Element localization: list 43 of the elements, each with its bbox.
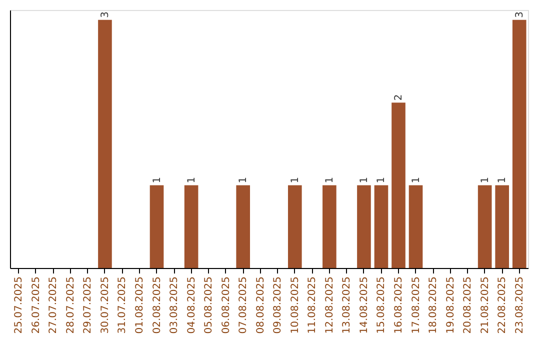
x-tick-label: 12.08.2025 [324, 276, 336, 334]
x-tick-label: 31.07.2025 [117, 276, 128, 334]
x-tick-label: 27.07.2025 [48, 276, 60, 334]
data-label: 1 [152, 176, 163, 184]
x-tick-label: 01.08.2025 [134, 276, 146, 334]
data-label: 1 [238, 176, 250, 184]
x-tick-label: 07.08.2025 [238, 276, 250, 334]
data-label: 1 [358, 176, 370, 184]
x-tick-label: 17.08.2025 [410, 276, 422, 334]
x-tick-label: 26.07.2025 [30, 276, 42, 334]
x-tick-label: 29.07.2025 [82, 276, 94, 334]
x-tick-label: 23.08.2025 [514, 276, 526, 334]
x-tick-label: 19.08.2025 [445, 276, 456, 334]
x-tick-label: 03.08.2025 [169, 276, 180, 334]
x-tick-label: 11.08.2025 [307, 276, 318, 334]
x-tick-label: 06.08.2025 [220, 276, 232, 334]
data-label: 1 [186, 176, 198, 184]
x-tick-label: 14.08.2025 [358, 276, 370, 334]
data-label: 3 [100, 12, 111, 18]
x-tick-label: 15.08.2025 [376, 276, 388, 334]
data-label: 1 [290, 176, 301, 184]
x-tick-label: 05.08.2025 [204, 276, 215, 334]
x-tick-label: 25.07.2025 [14, 276, 25, 334]
data-label: 1 [376, 176, 388, 184]
data-label: 1 [480, 176, 491, 184]
x-tick-label: 16.08.2025 [394, 276, 404, 334]
x-tick-label: 02.08.2025 [152, 276, 163, 334]
x-tick-label: 08.08.2025 [255, 276, 266, 334]
data-label: 1 [497, 176, 508, 184]
x-tick-label: 13.08.2025 [342, 276, 353, 334]
x-tick-label: 21.08.2025 [480, 276, 491, 334]
x-tick-label: 28.07.2025 [65, 276, 76, 334]
x-tick-label: 18.08.2025 [428, 276, 440, 334]
x-tick-label: 30.07.2025 [100, 276, 111, 334]
x-tick-label: 10.08.2025 [290, 276, 301, 334]
x-tick-label: 22.08.2025 [497, 276, 508, 334]
x-tick-label: 09.08.2025 [272, 276, 284, 334]
data-label: 2 [394, 94, 404, 101]
data-label: 1 [410, 176, 422, 184]
data-label: 1 [324, 176, 336, 184]
x-tick-label: 20.08.2025 [462, 276, 474, 334]
data-label: 3 [514, 12, 526, 18]
x-tick-label: 04.08.2025 [186, 276, 198, 334]
